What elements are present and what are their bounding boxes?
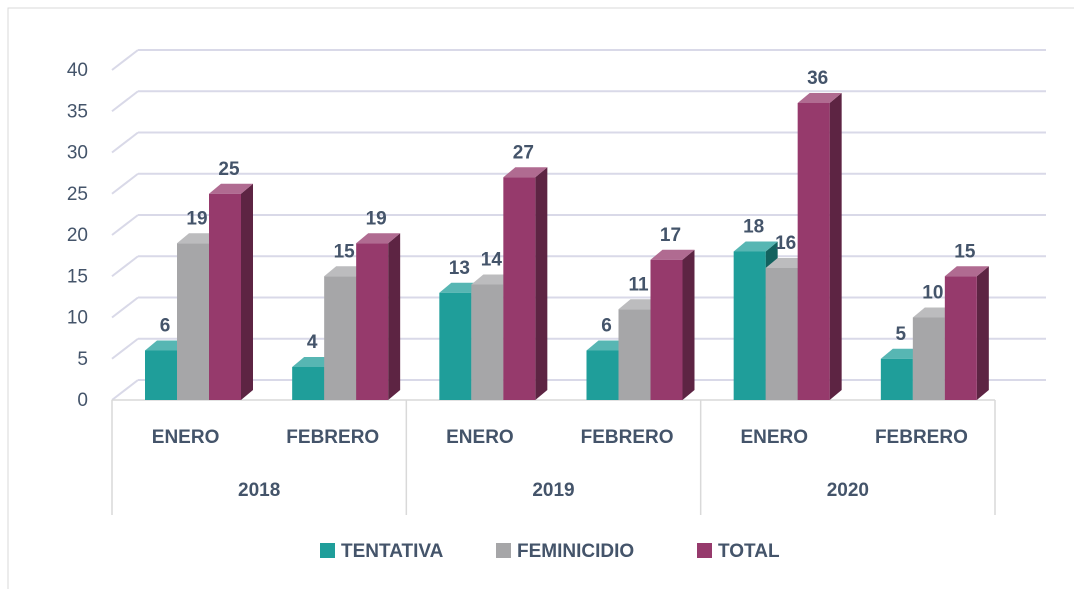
grid-line-side xyxy=(111,255,139,278)
data-label: 17 xyxy=(660,225,681,246)
bar xyxy=(733,251,766,400)
bar xyxy=(439,292,472,400)
bar xyxy=(944,276,977,400)
grid-line-side xyxy=(111,131,139,154)
bar-top xyxy=(356,233,401,244)
data-label: 27 xyxy=(513,142,534,163)
data-label: 25 xyxy=(218,159,240,180)
bar-side xyxy=(241,183,253,400)
bar-side xyxy=(829,93,842,400)
bar xyxy=(145,350,177,400)
group-label: 2018 xyxy=(238,480,280,501)
data-label: 11 xyxy=(628,274,649,295)
legend-swatch xyxy=(496,543,511,558)
bar-side xyxy=(682,249,695,400)
grid-line-side xyxy=(111,172,139,195)
bar xyxy=(586,350,619,400)
data-label: 10 xyxy=(922,283,943,304)
y-tick-label: 35 xyxy=(67,101,88,122)
legend-label: TENTATIVA xyxy=(341,541,444,562)
bar-top xyxy=(797,93,842,103)
legend-swatch xyxy=(320,543,335,558)
bar xyxy=(618,309,651,400)
y-tick-label: 20 xyxy=(67,225,88,246)
bar xyxy=(292,367,325,400)
bar xyxy=(650,259,683,400)
group-label: 2019 xyxy=(532,480,574,501)
bar-top xyxy=(503,167,548,178)
bar xyxy=(471,284,504,400)
data-label: 16 xyxy=(775,233,796,254)
grid-line-side xyxy=(111,296,139,319)
bar xyxy=(209,193,241,400)
y-tick-label: 40 xyxy=(67,60,88,81)
x-tick-label: FEBRERO xyxy=(875,427,968,448)
y-tick-label: 5 xyxy=(77,349,88,370)
bar-side xyxy=(976,266,989,400)
data-label: 15 xyxy=(954,241,976,262)
bar xyxy=(503,177,536,400)
bar-side xyxy=(388,233,401,400)
chart-frame xyxy=(7,7,1074,589)
grid-line-side xyxy=(111,90,139,113)
bar xyxy=(324,276,357,400)
data-label: 6 xyxy=(601,316,612,337)
data-label: 19 xyxy=(366,208,387,229)
y-tick-label: 0 xyxy=(77,390,88,411)
data-label: 13 xyxy=(449,258,470,279)
legend-swatch xyxy=(697,543,712,558)
data-label: 6 xyxy=(160,316,171,337)
x-tick-label: ENERO xyxy=(446,427,514,448)
bar xyxy=(356,243,389,400)
y-tick-label: 25 xyxy=(67,184,88,205)
grid-line-side xyxy=(111,49,139,71)
x-tick-label: FEBRERO xyxy=(286,427,379,448)
bar xyxy=(177,243,209,400)
grid-line-side xyxy=(111,337,139,360)
bar xyxy=(765,268,798,400)
bar-top xyxy=(733,241,778,252)
bar-top xyxy=(944,266,989,277)
data-label: 4 xyxy=(307,332,318,353)
y-tick-label: 30 xyxy=(67,143,88,164)
group-label: 2020 xyxy=(827,480,869,501)
x-tick-label: FEBRERO xyxy=(581,427,674,448)
legend-label: TOTAL xyxy=(718,541,780,562)
data-label: 18 xyxy=(743,217,764,238)
grid-line-side xyxy=(111,379,139,401)
data-label: 14 xyxy=(481,250,503,271)
bar xyxy=(912,317,945,400)
bar-top xyxy=(209,183,253,194)
bar xyxy=(797,103,830,400)
bar xyxy=(880,358,913,400)
data-label: 5 xyxy=(896,324,907,345)
data-label: 19 xyxy=(186,208,207,229)
y-tick-label: 15 xyxy=(67,266,88,287)
x-tick-label: ENERO xyxy=(740,427,808,448)
bar-side xyxy=(535,167,548,400)
bar-top xyxy=(650,249,695,260)
x-tick-label: ENERO xyxy=(152,427,220,448)
legend-label: FEMINICIDIO xyxy=(517,541,634,562)
grid-line-side xyxy=(111,214,139,236)
data-label: 36 xyxy=(807,68,828,89)
data-label: 15 xyxy=(334,241,356,262)
y-tick-label: 10 xyxy=(67,308,88,329)
